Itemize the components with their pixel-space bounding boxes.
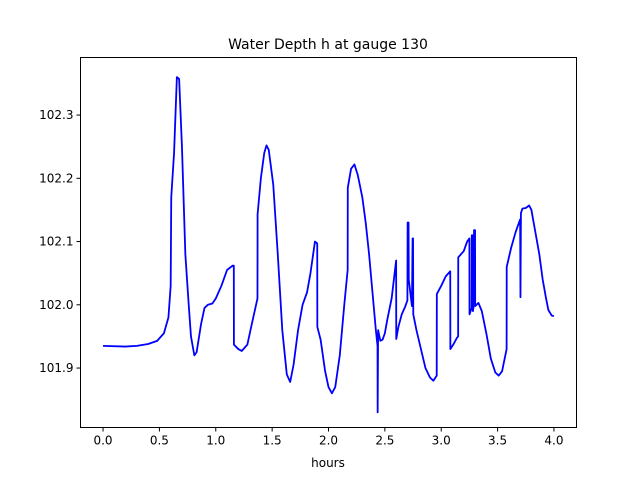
x-tick-label: 1.0	[206, 434, 225, 448]
x-axis: 0.0 0.5 1.0 1.5 2.0 2.5 3.0 3.5 4.0	[93, 427, 564, 448]
y-tick-label: 102.0	[39, 298, 73, 312]
y-tick-label: 101.9	[39, 361, 73, 375]
axes-frame	[80, 57, 577, 428]
x-tick-label: 3.0	[432, 434, 451, 448]
y-tick-label: 102.1	[39, 235, 73, 249]
series-line-0	[103, 76, 555, 414]
y-tick-label: 102.3	[39, 108, 73, 122]
x-tick-label: 4.0	[544, 434, 563, 448]
chart-title: Water Depth h at gauge 130	[228, 37, 428, 53]
x-tick-label: 0.0	[93, 434, 112, 448]
x-tick-label: 0.5	[150, 434, 169, 448]
x-tick-label: 1.5	[263, 434, 282, 448]
y-tick-label: 102.2	[39, 171, 73, 185]
y-axis: 101.9 102.0 102.1 102.2 102.3	[39, 108, 81, 375]
x-tick-label: 3.5	[488, 434, 507, 448]
x-tick-label: 2.0	[319, 434, 338, 448]
x-tick-label: 2.5	[375, 434, 394, 448]
x-axis-label: hours	[311, 456, 345, 470]
plot-area	[103, 76, 555, 414]
